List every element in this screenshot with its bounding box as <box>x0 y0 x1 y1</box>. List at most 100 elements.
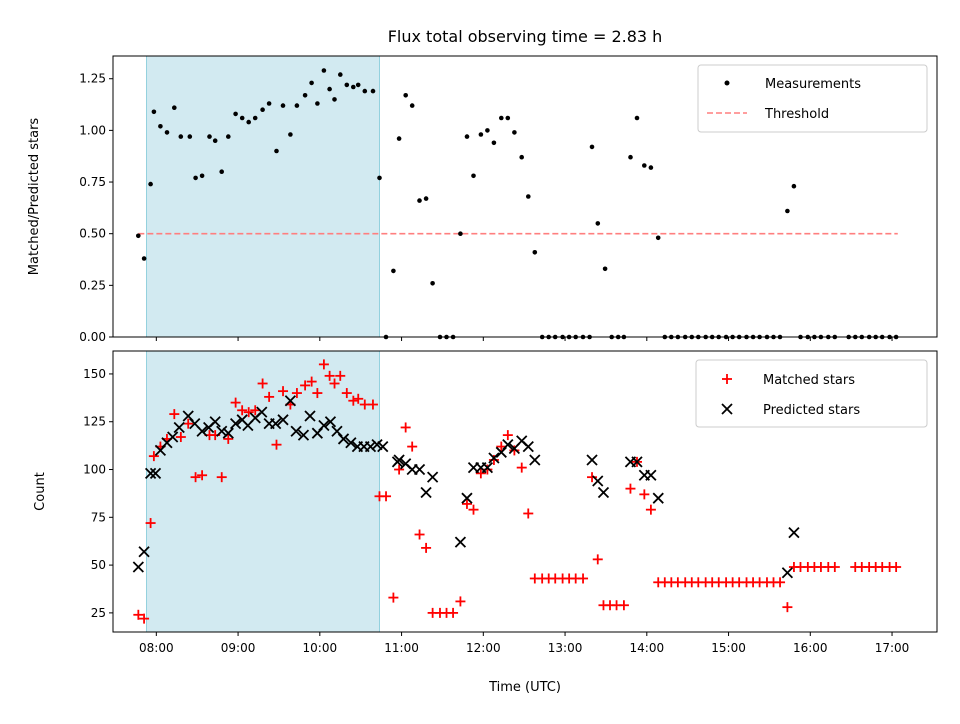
predicted-star-point <box>420 486 432 499</box>
threshold-legend-label: Threshold <box>764 107 829 122</box>
predicted-star-point <box>502 439 514 451</box>
matched-star-point <box>578 573 589 584</box>
matched-star-point <box>300 380 311 391</box>
matched-star-point <box>291 388 302 399</box>
count-y-ticks: 25 50 75 100 125 150 <box>83 367 113 620</box>
predicted-star-point <box>284 395 297 407</box>
measurement-point <box>602 266 608 272</box>
ratio-y-tick-label: 0.75 <box>79 175 106 189</box>
measurement-point <box>294 103 300 108</box>
predicted-stars-legend-symbol <box>721 403 733 415</box>
predicted-star-point <box>209 416 221 428</box>
measurement-point <box>464 134 470 139</box>
measurement-point <box>355 82 361 88</box>
count-y-tick-label: 75 <box>91 510 106 524</box>
predicted-star-point <box>364 440 377 453</box>
predicted-star-point <box>631 456 643 468</box>
measurement-point <box>485 128 490 133</box>
predicted-star-point <box>461 492 473 504</box>
measurement-point <box>246 119 251 125</box>
matched-star-point <box>341 388 352 399</box>
matched-star-point <box>169 409 180 420</box>
measurement-point <box>409 103 415 108</box>
predicted-star-point <box>345 437 357 449</box>
x-tick-label: 16:00 <box>793 641 828 655</box>
predicted-star-point <box>652 492 664 504</box>
figure-title: Flux total observing time = 2.83 h <box>388 27 663 46</box>
measurement-point <box>648 165 654 170</box>
ratio-y-tick-label: 0.25 <box>79 278 106 292</box>
predicted-star-point <box>256 406 268 418</box>
matched-star-point <box>367 399 378 410</box>
predicted-stars-legend-marker <box>721 403 733 415</box>
count-y-tick-label: 125 <box>83 415 106 429</box>
count-y-tick-label: 150 <box>83 367 106 381</box>
x-tick-label: 13:00 <box>548 641 583 655</box>
ratio-x-ticks <box>155 337 893 341</box>
measurement-point <box>226 134 231 139</box>
count-y-tick-label: 25 <box>91 606 106 620</box>
measurement-point <box>499 115 504 121</box>
predicted-star-point <box>788 526 800 539</box>
x-tick-label: 08:00 <box>139 641 174 655</box>
measurement-point <box>396 136 402 141</box>
count-y-tick-label: 50 <box>91 558 106 572</box>
predicted-star-point <box>149 467 162 479</box>
matched-star-point <box>264 391 275 402</box>
measurement-point <box>655 235 661 241</box>
predicted-star-point <box>304 410 316 422</box>
matched-star-point <box>509 445 520 456</box>
x-tick-label: 15:00 <box>711 641 746 655</box>
predicted-star-point <box>377 440 389 453</box>
predicted-star-point <box>144 467 157 479</box>
measurement-point <box>141 256 147 261</box>
matched-star-point <box>312 388 323 399</box>
matched-star-point <box>329 378 340 389</box>
predicted-star-point <box>522 440 534 453</box>
measurement-point <box>309 80 314 86</box>
matched-star-point <box>448 607 459 618</box>
measurement-point <box>634 115 640 121</box>
matched-star-point <box>223 433 234 444</box>
matched-star-point <box>400 422 411 433</box>
measurement-point <box>280 103 286 108</box>
measurement-point <box>288 132 293 137</box>
measurement-point <box>628 154 633 160</box>
measurement-point <box>471 173 476 179</box>
matched-star-point <box>829 562 840 573</box>
matched-star-point <box>190 472 201 483</box>
measurement-point <box>642 163 647 168</box>
matched-star-point <box>306 376 317 387</box>
measurement-point <box>526 194 531 199</box>
matched-star-point <box>421 542 432 553</box>
matched-star-point <box>197 470 208 481</box>
x-tick-label: 17:00 <box>875 641 910 655</box>
measurement-point <box>785 208 790 214</box>
measurement-point <box>430 281 435 286</box>
matched-star-point <box>318 359 329 370</box>
matched-star-point <box>516 462 527 473</box>
predicted-star-point <box>270 418 282 430</box>
measurement-point <box>219 169 224 174</box>
measurement-point <box>344 82 350 88</box>
predicted-stars-points <box>132 395 800 579</box>
measurement-point <box>172 105 177 110</box>
matched-star-point <box>475 468 486 479</box>
ratio-legend-frame <box>697 64 928 133</box>
x-tick-label: 09:00 <box>221 641 256 655</box>
measurement-point <box>351 84 356 90</box>
measurement-point <box>207 134 212 139</box>
predicted-star-point <box>592 475 604 487</box>
matched-star-point <box>133 609 144 620</box>
predicted-star-point <box>173 421 185 434</box>
measurement-point <box>302 93 308 98</box>
measurement-point <box>519 154 524 160</box>
measurement-point <box>178 134 184 139</box>
predicted-star-point <box>413 463 426 476</box>
x-tick-label: 12:00 <box>466 641 501 655</box>
measurement-point <box>491 140 497 146</box>
matched-star-point <box>348 395 359 406</box>
measurement-point <box>151 109 157 115</box>
predicted-star-point <box>216 425 228 437</box>
measurement-point <box>266 101 272 106</box>
